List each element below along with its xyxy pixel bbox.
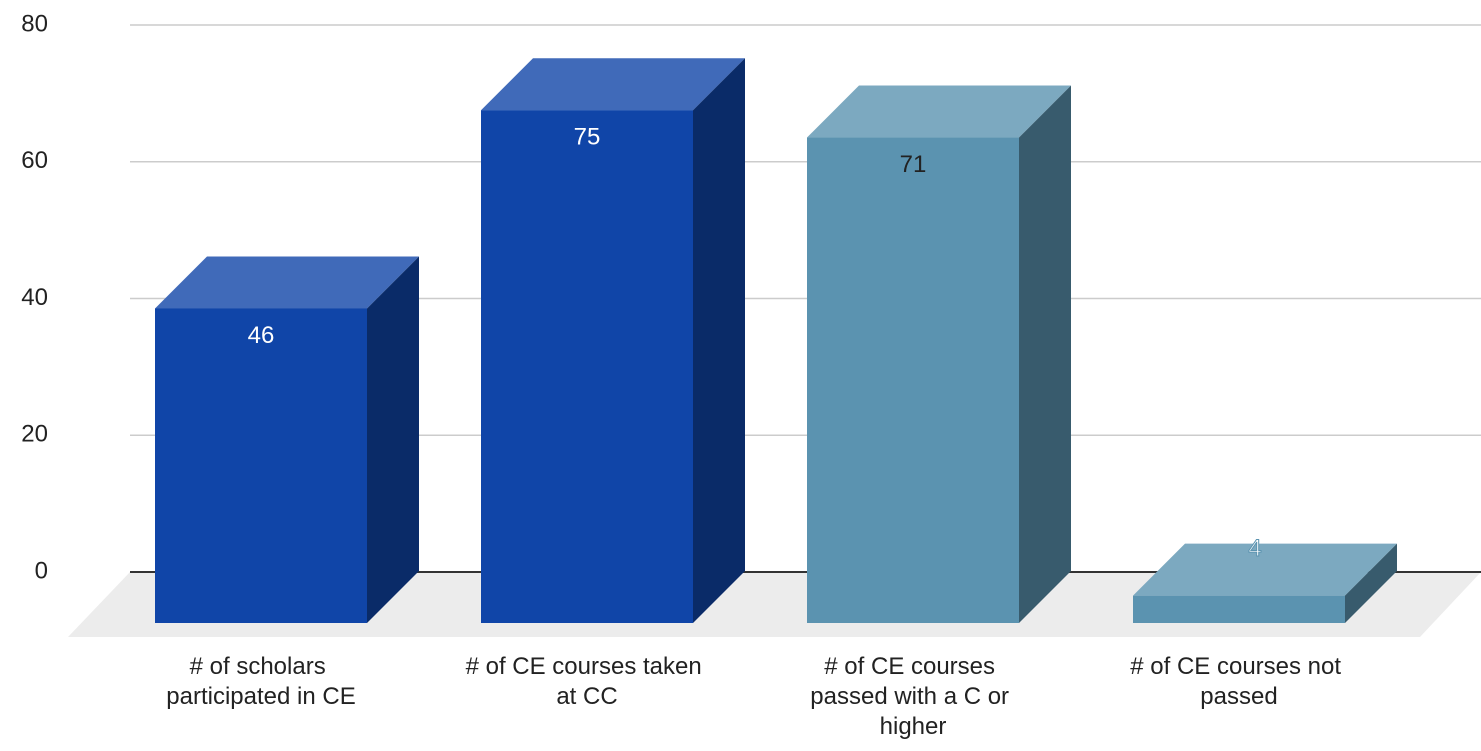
bar (1133, 595, 1345, 623)
floor (68, 572, 1481, 637)
bar (807, 137, 1019, 623)
bar-top (807, 85, 1071, 138)
bar-side (1019, 85, 1071, 624)
x-tick-label: # of CE courses not passed (1130, 653, 1347, 710)
value-label: 46 (248, 322, 275, 349)
bar (155, 308, 367, 623)
bar-side (693, 58, 745, 623)
value-label: 4 (1248, 535, 1261, 562)
bar (481, 110, 693, 623)
y-tick-label: 40 (21, 284, 48, 311)
bar-side (1345, 543, 1397, 623)
y-tick-label: 80 (21, 10, 48, 37)
value-label: 71 (900, 151, 927, 178)
bar-side (367, 256, 419, 623)
bar-top (155, 256, 419, 309)
x-tick-label: # of CE courses passed with a C or highe… (810, 653, 1015, 740)
y-tick-label: 0 (35, 557, 48, 584)
bar-top (481, 58, 745, 111)
x-tick-label: # of scholars participated in CE (166, 653, 355, 710)
value-label: 75 (574, 124, 601, 151)
y-tick-label: 60 (21, 147, 48, 174)
y-tick-label: 20 (21, 421, 48, 448)
bar-top (1133, 543, 1397, 596)
x-tick-label: # of CE courses taken at CC (466, 653, 709, 710)
